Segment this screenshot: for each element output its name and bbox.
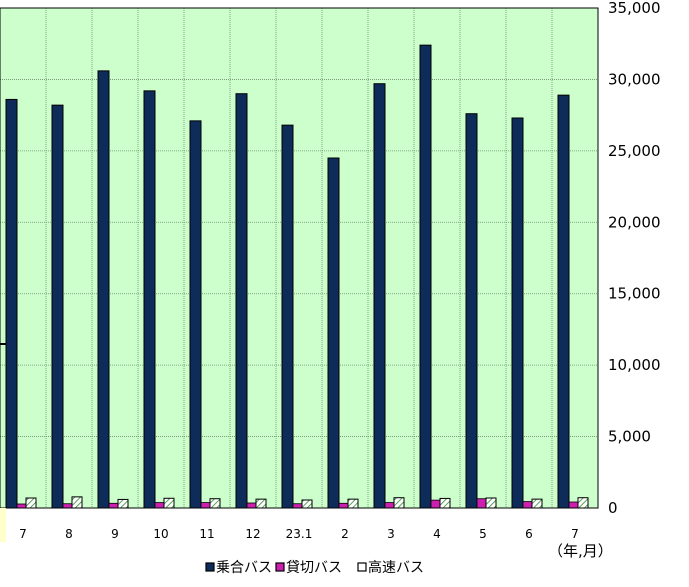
bar-norikai <box>419 44 432 509</box>
bar-norikai <box>51 104 64 509</box>
x-unit-label: （年,月） <box>548 542 613 560</box>
x-tick-label: 7 <box>19 527 27 541</box>
legend-label: 高速バス <box>368 559 424 576</box>
y-tick-label: 0 <box>608 499 618 517</box>
x-tick-label: 5 <box>479 527 487 541</box>
legend: 乗合バス 貸切バス 高速バス <box>205 559 424 576</box>
cropped-edge-shade <box>0 508 6 542</box>
bar-kashikiri <box>476 498 487 509</box>
bar-kashikiri <box>522 501 533 509</box>
plot-frame <box>0 7 599 509</box>
y-tick-label: 20,000 <box>608 213 661 231</box>
x-tick-label: 3 <box>387 527 395 541</box>
bar-kashikiri <box>430 499 441 509</box>
bar-kosoku <box>393 497 405 509</box>
bar-kosoku <box>439 497 451 509</box>
bar-marks <box>5 44 589 509</box>
x-tick-label: 11 <box>199 527 214 541</box>
x-tick-label: 2 <box>341 527 349 541</box>
y-axis-ticks: 0 5,000 10,000 15,000 20,000 25,000 30,000 35,0… <box>608 0 661 517</box>
y-tick-label: 10,000 <box>608 356 661 374</box>
bar-kashikiri <box>568 501 579 509</box>
bar-kashikiri <box>16 503 27 509</box>
bar-norikai <box>511 117 524 509</box>
y-tick-label: 15,000 <box>608 285 661 303</box>
x-axis-ticks: 7 8 9 10 11 12 23.1 2 3 4 5 6 7 <box>19 527 579 541</box>
x-tick-label: 12 <box>245 527 260 541</box>
bar-norikai <box>97 70 110 509</box>
bar-norikai <box>557 94 570 509</box>
legend-label: 貸切バス <box>286 560 342 576</box>
bar-kosoku <box>25 497 37 509</box>
x-tick-label: 4 <box>433 527 441 541</box>
bar-kashikiri <box>246 502 257 509</box>
bar-kashikiri <box>338 502 349 509</box>
y-tick-label: 30,000 <box>608 70 661 88</box>
bar-norikai <box>235 93 248 509</box>
bar-kosoku <box>117 498 129 509</box>
bar-kosoku <box>163 497 175 509</box>
bar-kashikiri <box>62 503 73 509</box>
legend-swatch <box>205 562 215 572</box>
bar-kosoku <box>531 498 543 509</box>
bar-kashikiri <box>384 502 395 509</box>
bar-norikai <box>143 90 156 509</box>
bar-kosoku <box>255 498 267 509</box>
cropped-edge-mark <box>0 343 6 345</box>
bar-kashikiri <box>108 502 119 509</box>
y-tick-label: 5,000 <box>608 428 651 446</box>
bar-norikai <box>5 98 18 509</box>
bar-norikai <box>373 83 386 509</box>
y-tick-label: 25,000 <box>608 142 661 160</box>
bar-norikai <box>281 124 294 509</box>
y-tick-label: 35,000 <box>608 0 661 17</box>
bar-kosoku <box>71 496 83 509</box>
bar-kashikiri <box>200 502 211 509</box>
bar-norikai <box>465 113 478 509</box>
x-tick-label: 23.1 <box>286 527 313 541</box>
legend-label: 乗合バス <box>216 560 272 576</box>
bar-kosoku <box>347 498 359 509</box>
bar-kosoku <box>209 498 221 509</box>
bar-norikai <box>327 157 340 509</box>
plot-background <box>0 8 598 508</box>
legend-swatch <box>275 562 285 572</box>
bar-kashikiri <box>154 502 165 509</box>
x-tick-label: 6 <box>525 527 533 541</box>
bar-kashikiri <box>292 503 303 509</box>
legend-swatch <box>357 562 367 572</box>
x-tick-label: 8 <box>65 527 73 541</box>
bar-kosoku <box>577 497 589 509</box>
x-tick-label: 10 <box>153 527 168 541</box>
x-tick-label: 9 <box>111 527 119 541</box>
bar-norikai <box>189 120 202 509</box>
bar-kosoku <box>485 497 497 509</box>
x-tick-label: 7 <box>571 527 579 541</box>
bar-kosoku <box>301 499 313 509</box>
